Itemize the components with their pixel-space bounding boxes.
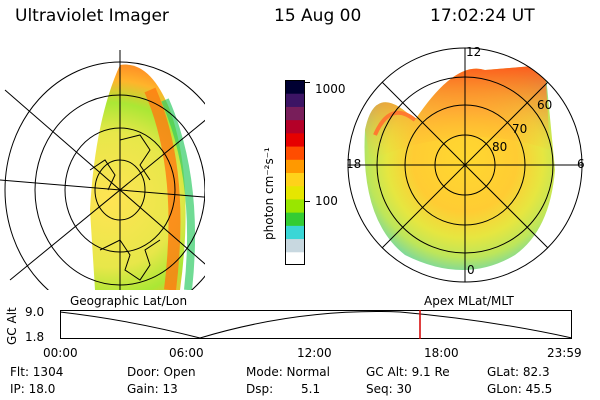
altitude-plot-frame (60, 310, 572, 339)
altitude-plot (60, 310, 572, 339)
mlt-label-bottom: 0 (467, 263, 475, 277)
altitude-xtick-1200: 12:00 (297, 346, 332, 360)
altitude-plot-ylabel: GC Alt (5, 307, 19, 345)
colorbar-segment (285, 225, 305, 240)
info-gc-altitude: GC Alt: 9.1 Re (366, 365, 450, 379)
altitude-curve (60, 311, 572, 339)
info-dsp-value: 5.1 (301, 382, 321, 396)
info-door: Door: Open (127, 365, 196, 379)
colorbar-tick-100: 100 (315, 194, 338, 208)
mlat-label-60: 60 (537, 98, 553, 112)
colorbar-segment (285, 212, 305, 226)
colorbar-segment (285, 172, 305, 187)
colorbar-segment (285, 93, 305, 107)
mlat-mlt-grid (347, 47, 583, 283)
info-geo-latitude: GLat: 82.3 (487, 365, 550, 379)
image-time: 17:02:24 UT (430, 6, 535, 26)
image-date: 15 Aug 00 (274, 6, 362, 26)
apex-polar-image (347, 47, 583, 283)
altitude-xtick-1800: 18:00 (424, 346, 459, 360)
altitude-xtick-2359: 23:59 (547, 346, 582, 360)
right-panel-label: Apex MLat/MLT (424, 294, 514, 308)
info-flight: Flt: 1304 (10, 365, 64, 379)
colorbar-tick-mark (304, 201, 310, 202)
colorbar-segment (285, 106, 305, 121)
colorbar-unit-label: photon cm⁻²s⁻¹ (262, 147, 276, 240)
colorbar-segment (285, 238, 305, 253)
polar-dayside-emission (365, 65, 550, 160)
info-dsp-label: Dsp: (246, 382, 274, 396)
altitude-xtick-0600: 06:00 (169, 346, 204, 360)
instrument-title: Ultraviolet Imager (15, 6, 169, 26)
info-sequence: Seq: 30 (366, 382, 412, 396)
auroral-oval-band (144, 87, 181, 290)
geographic-auroral-image (0, 50, 205, 290)
colorbar-segment (285, 185, 305, 200)
colorbar-segment (285, 119, 305, 134)
lat-lon-grid (0, 50, 205, 290)
mlat-label-70: 70 (512, 122, 528, 136)
colorbar-tick-mark (304, 82, 310, 83)
info-gain: Gain: 13 (127, 382, 178, 396)
colorbar-tick-1000: 1000 (315, 82, 346, 96)
mlt-label-top: 12 (466, 45, 482, 59)
mlat-label-80: 80 (492, 140, 508, 154)
colorbar-segment (285, 80, 305, 94)
colorbar-segment (285, 146, 305, 160)
colorbar-segment (285, 159, 305, 173)
altitude-ytick-max: 9.0 (25, 305, 45, 319)
colorbar-segment (285, 198, 305, 213)
colorbar-segment (285, 132, 305, 147)
colorbar-segment (285, 251, 305, 265)
mlt-label-left: 18 (346, 157, 362, 171)
altitude-ytick-min: 1.8 (25, 330, 45, 344)
info-ip: IP: 18.0 (10, 382, 56, 396)
colorbar (285, 80, 305, 265)
auroral-edge-band (161, 98, 196, 290)
mlt-label-right: 6 (577, 157, 585, 171)
info-mode: Mode: Normal (246, 365, 330, 379)
info-geo-longitude: GLon: 45.5 (487, 382, 553, 396)
altitude-xtick-0000: 00:00 (43, 346, 78, 360)
left-panel-label: Geographic Lat/Lon (70, 294, 188, 308)
polar-arc-edge (373, 110, 417, 136)
